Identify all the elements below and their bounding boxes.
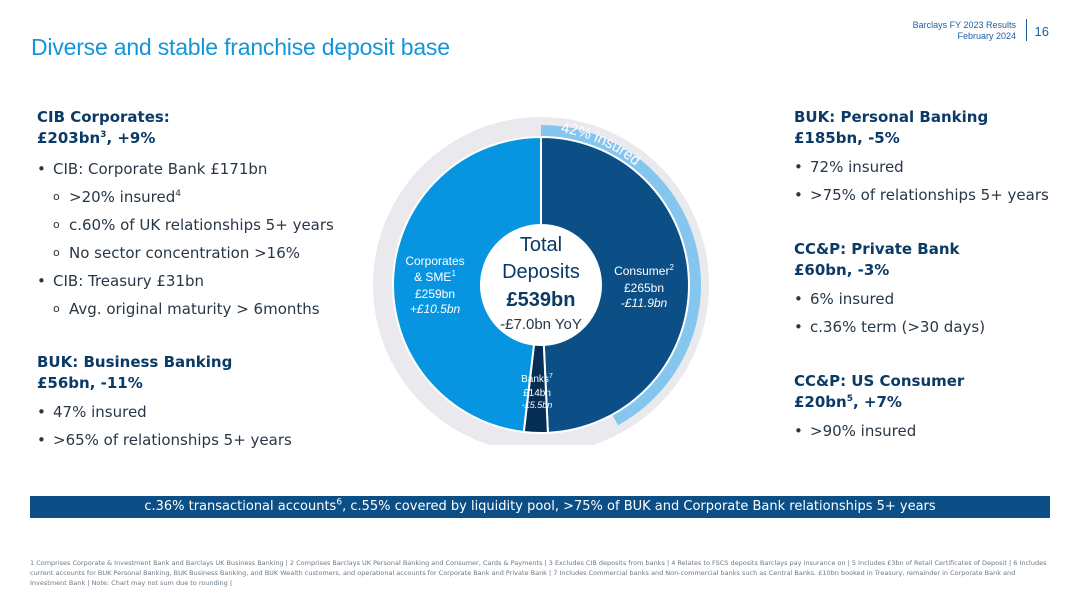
bullet-personal-insured: 72% insured bbox=[794, 153, 1049, 181]
page-title: Diverse and stable franchise deposit bas… bbox=[31, 34, 450, 60]
bullet-us-insured: >90% insured bbox=[794, 417, 964, 445]
consumer-name: Consumer2 bbox=[614, 263, 674, 278]
bullet-private-term: c.36% term (>30 days) bbox=[794, 313, 985, 341]
corporates-name-line2: & SME1 bbox=[414, 269, 456, 284]
deposits-donut-chart: 42% insured Total Deposits £539bn -£7.0b… bbox=[373, 117, 709, 445]
center-total: £539bn bbox=[507, 289, 576, 311]
buk-business-block: BUK: Business Banking £56bn, -11% 47% in… bbox=[37, 352, 292, 454]
page-number: 16 bbox=[1034, 24, 1049, 39]
private-bank-title-line1: CC&P: Private Bank bbox=[794, 240, 960, 258]
buk-business-title-line1: BUK: Business Banking bbox=[37, 353, 233, 371]
cib-title-line2: £203bn3, +9% bbox=[37, 129, 156, 147]
report-meta: Barclays FY 2023 Results February 2024 bbox=[913, 20, 1016, 42]
cib-corporates-block: CIB Corporates: £203bn3, +9% CIB: Corpor… bbox=[37, 107, 334, 323]
corporates-label: Corporates & SME1 £259bn +£10.5bn bbox=[405, 254, 464, 316]
sub-insured: >20% insured4 bbox=[37, 183, 334, 211]
summary-banner: c.36% transactional accounts6, c.55% cov… bbox=[30, 496, 1050, 518]
center-line2: Deposits bbox=[502, 261, 580, 283]
us-consumer-block: CC&P: US Consumer £20bn5, +7% >90% insur… bbox=[794, 371, 964, 445]
corporates-name-line1: Corporates bbox=[405, 254, 464, 268]
corporates-change: +£10.5bn bbox=[410, 302, 461, 316]
consumer-change: -£11.9bn bbox=[621, 296, 668, 310]
center-line1: Total bbox=[520, 234, 562, 256]
center-change: -£7.0bn YoY bbox=[500, 316, 582, 333]
private-bank-block: CC&P: Private Bank £60bn, -3% 6% insured… bbox=[794, 239, 985, 341]
private-bank-title-line2: £60bn, -3% bbox=[794, 261, 890, 279]
footnotes: 1 Comprises Corporate & Investment Bank … bbox=[30, 559, 1047, 587]
corporates-value: £259bn bbox=[415, 287, 455, 301]
center-label: Total Deposits £539bn -£7.0bn YoY bbox=[500, 234, 582, 333]
sub-sector-concentration: No sector concentration >16% bbox=[37, 239, 334, 267]
bullet-corporate-bank: CIB: Corporate Bank £171bn bbox=[37, 155, 334, 183]
bullet-personal-relationships: >75% of relationships 5+ years bbox=[794, 181, 1049, 209]
buk-personal-block: BUK: Personal Banking £185bn, -5% 72% in… bbox=[794, 107, 1049, 209]
buk-business-title-line2: £56bn, -11% bbox=[37, 374, 143, 392]
buk-personal-title-line1: BUK: Personal Banking bbox=[794, 108, 989, 126]
header-divider bbox=[1026, 19, 1027, 41]
buk-personal-title-line2: £185bn, -5% bbox=[794, 129, 900, 147]
us-consumer-title-line1: CC&P: US Consumer bbox=[794, 372, 965, 390]
banks-change: -£5.5bn bbox=[522, 400, 553, 410]
cib-title-line1: CIB Corporates: bbox=[37, 108, 170, 126]
bullet-business-relationships: >65% of relationships 5+ years bbox=[37, 426, 292, 454]
report-date: February 2024 bbox=[957, 31, 1016, 41]
sub-uk-relationships: c.60% of UK relationships 5+ years bbox=[37, 211, 334, 239]
us-consumer-title-line2: £20bn5, +7% bbox=[794, 393, 902, 411]
report-name: Barclays FY 2023 Results bbox=[912, 20, 1016, 30]
consumer-value: £265bn bbox=[624, 281, 664, 295]
bullet-business-insured: 47% insured bbox=[37, 398, 292, 426]
consumer-label: Consumer2 £265bn -£11.9bn bbox=[614, 263, 674, 310]
sub-maturity: Avg. original maturity > 6months bbox=[37, 295, 334, 323]
banks-label: Banks7 £14bn -£5.5bn bbox=[521, 373, 553, 410]
banks-value: £14bn bbox=[523, 388, 551, 399]
banks-name: Banks7 bbox=[521, 373, 553, 385]
bullet-treasury: CIB: Treasury £31bn bbox=[37, 267, 334, 295]
bullet-private-insured: 6% insured bbox=[794, 285, 985, 313]
donut-hole bbox=[481, 225, 601, 345]
